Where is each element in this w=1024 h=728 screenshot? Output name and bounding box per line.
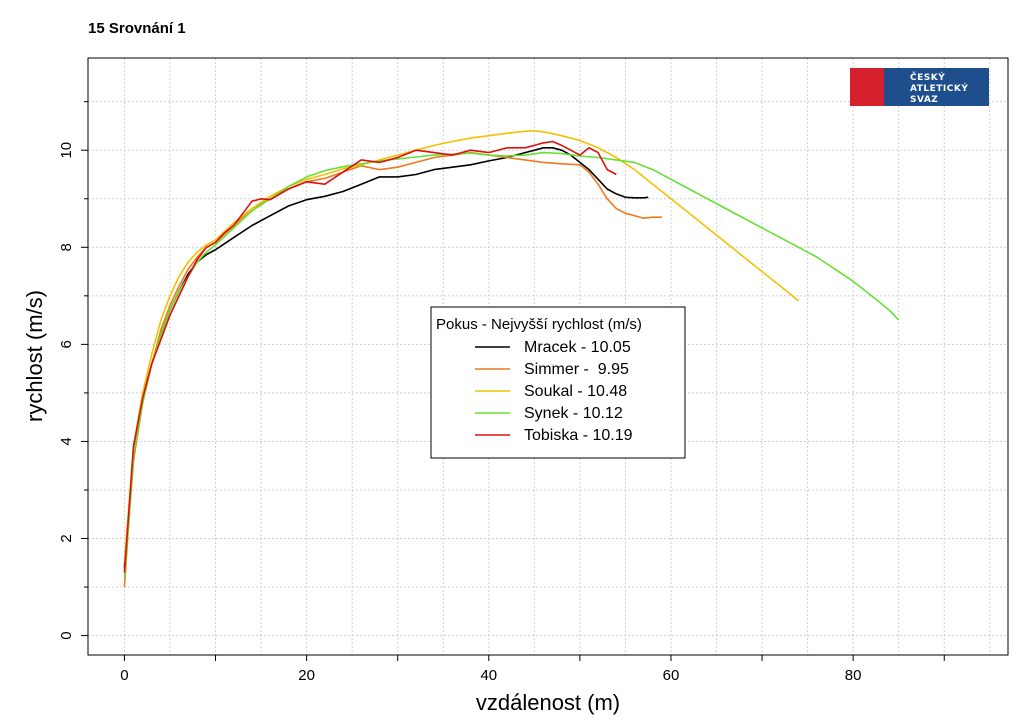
series-line — [123, 151, 662, 588]
logo-line-3: SVAZ — [910, 95, 938, 105]
axis-ticks: 0 20 40 60 80 0 2 4 6 8 10 — [58, 101, 945, 684]
x-axis-title: vzdálenost (m) — [476, 690, 620, 715]
y-tick-label: 4 — [58, 437, 75, 445]
legend-label: Synek - 10.12 — [524, 405, 623, 422]
x-tick-label: 60 — [663, 667, 680, 684]
legend-label: Soukal - 10.48 — [524, 383, 627, 400]
x-tick-label: 40 — [480, 667, 497, 684]
page-title: 15 Srovnání 1 — [88, 20, 186, 37]
x-tick-label: 20 — [298, 667, 315, 684]
y-tick-label: 10 — [58, 142, 75, 159]
legend: Pokus - Nejvyšší rychlost (m/s) Mracek -… — [430, 306, 686, 459]
legend-label: Mracek - 10.05 — [524, 339, 631, 356]
series-lines — [123, 130, 900, 588]
series-line — [123, 140, 617, 573]
x-tick-label: 80 — [845, 667, 862, 684]
legend-label: Tobiska - 10.19 — [524, 427, 633, 444]
legend-box — [430, 306, 686, 459]
x-tick-label: 0 — [120, 667, 128, 684]
legend-title: Pokus - Nejvyšší rychlost (m/s) — [436, 316, 642, 333]
logo-red-block — [850, 68, 884, 106]
y-tick-label: 8 — [58, 243, 75, 251]
legend-label: Simmer - 9.95 — [524, 361, 629, 378]
y-tick-label: 0 — [58, 631, 75, 639]
logo-line-1: ČESKÝ — [910, 71, 945, 83]
plot-frame — [87, 57, 1009, 656]
logo-blue-block — [884, 68, 989, 106]
czech-athletics-logo: ČESKÝ ATLETICKÝ SVAZ — [850, 68, 989, 106]
y-tick-label: 2 — [58, 534, 75, 542]
y-axis-title: rychlost (m/s) — [22, 290, 47, 422]
y-tick-label: 6 — [58, 340, 75, 348]
logo-line-2: ATLETICKÝ — [910, 82, 968, 94]
